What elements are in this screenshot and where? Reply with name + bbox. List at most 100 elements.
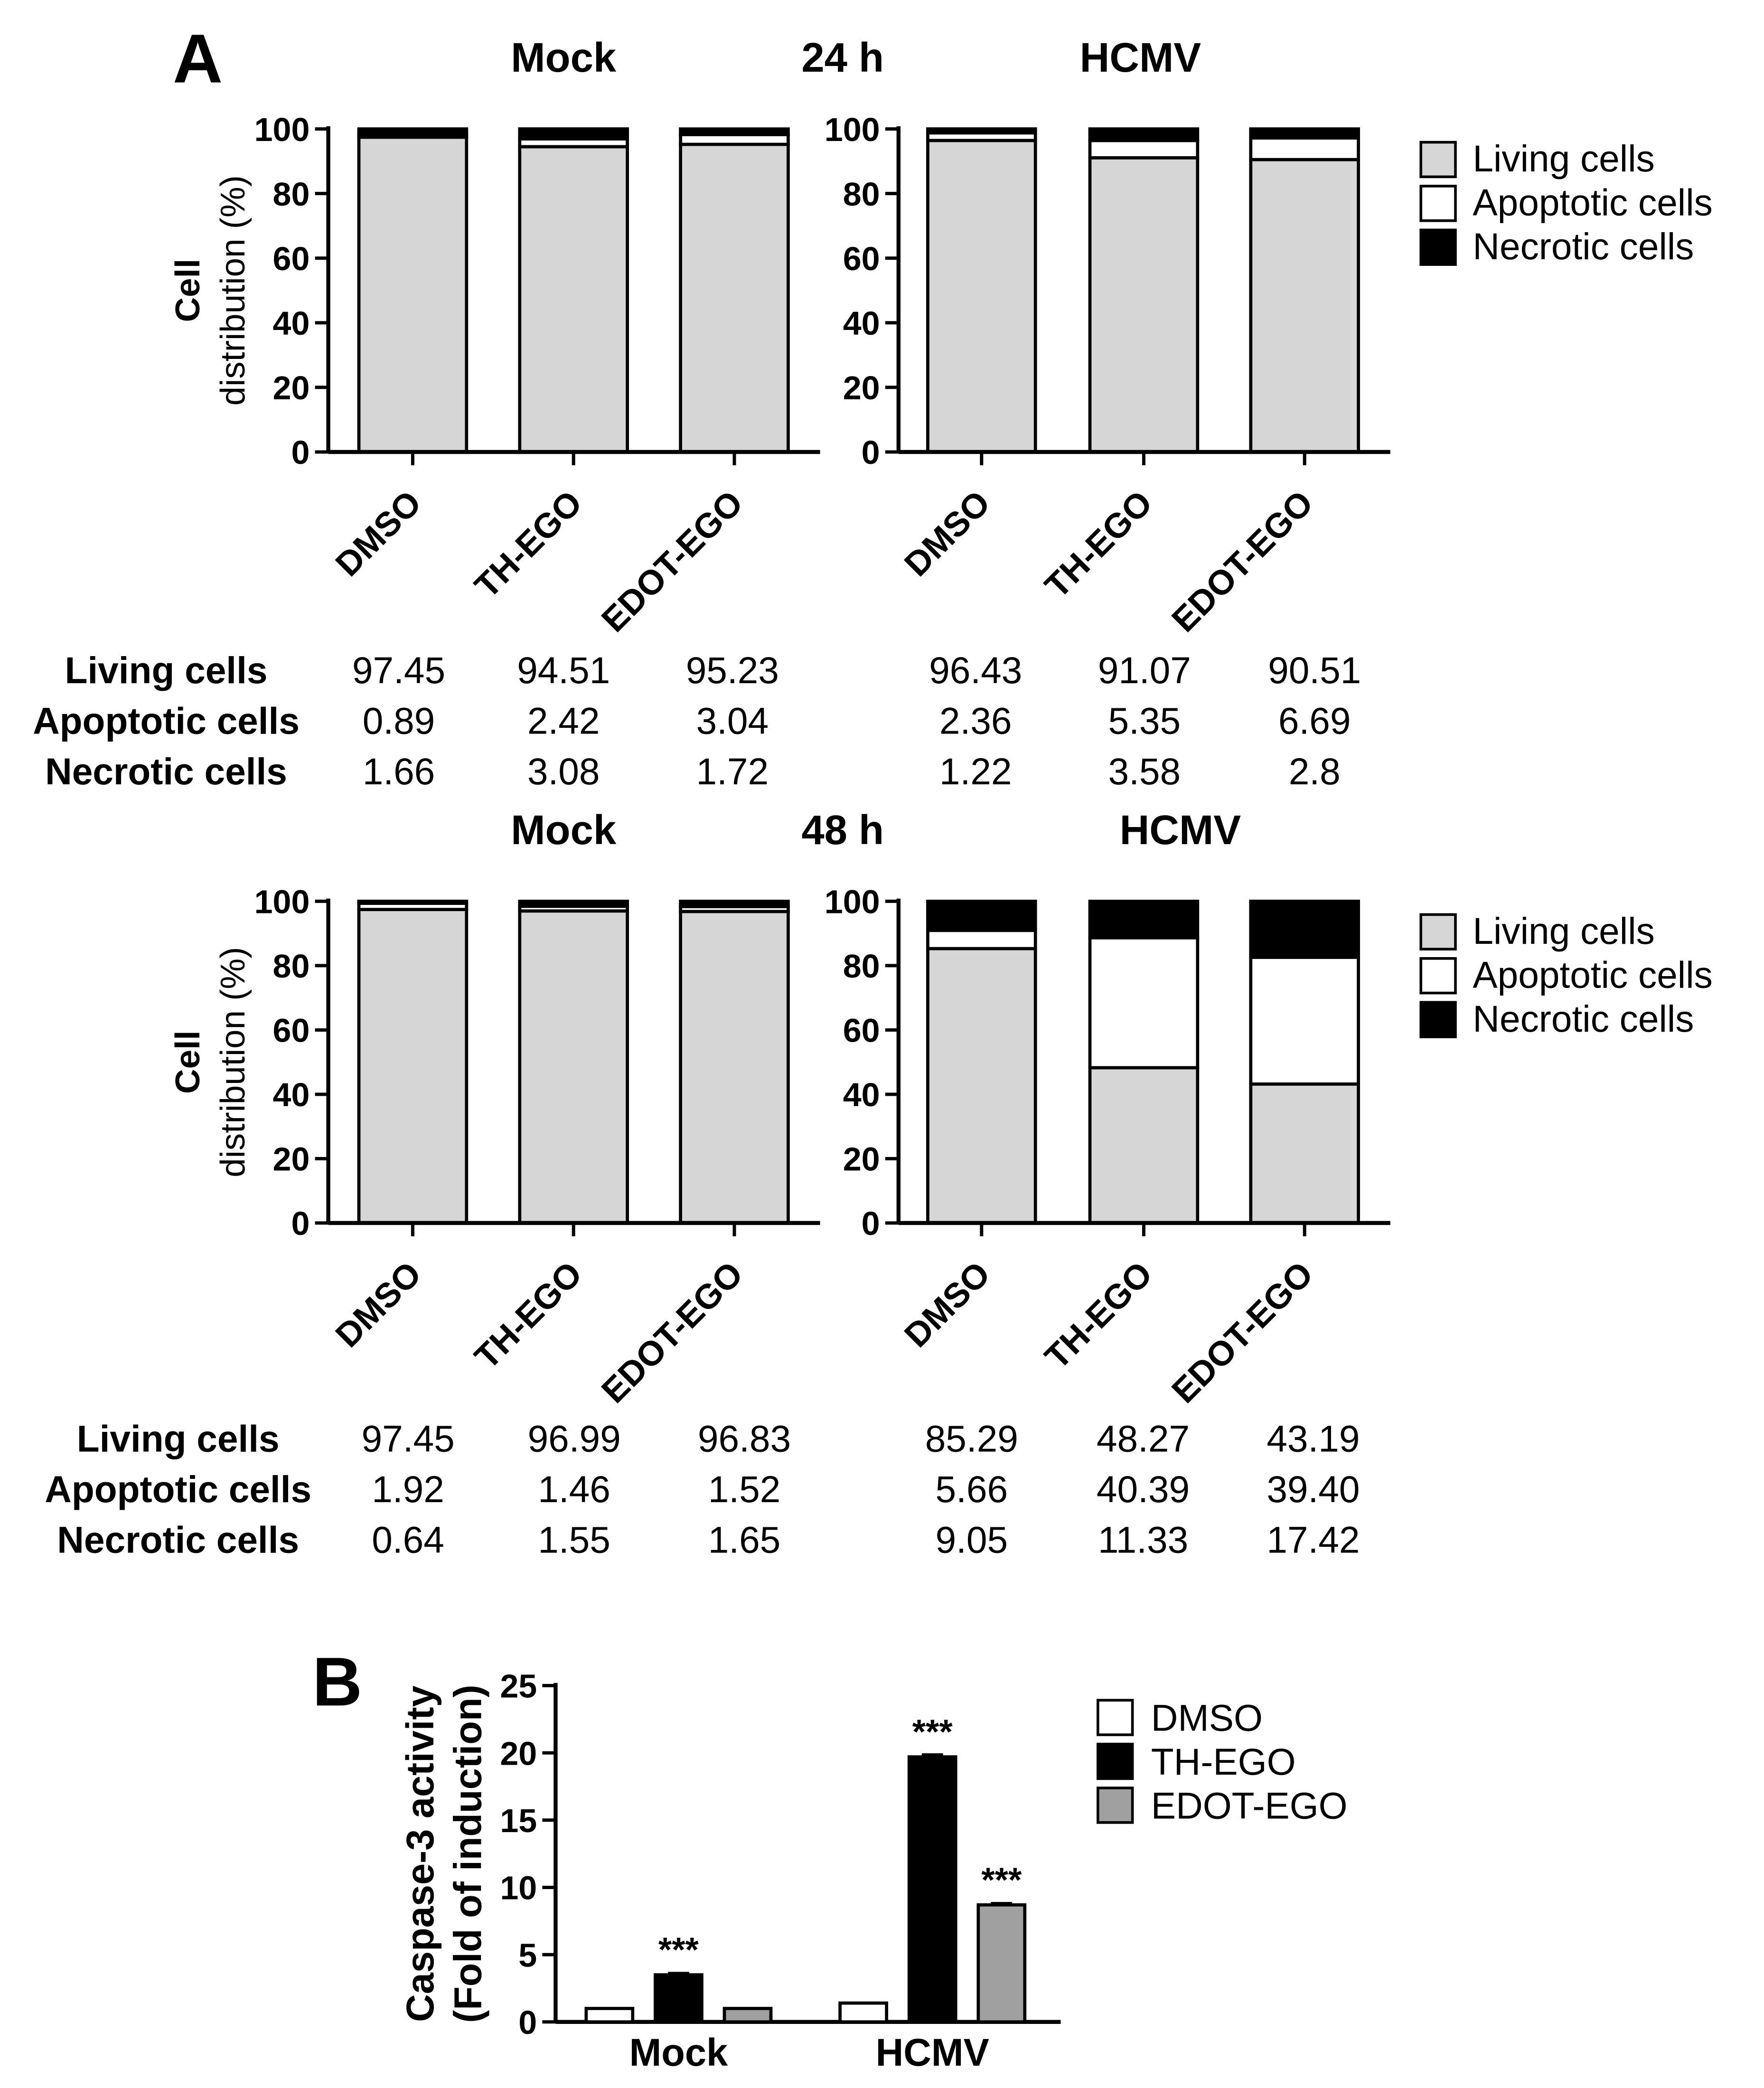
bar-th-ego-necrotic-cells <box>1088 127 1200 142</box>
x-tick-label: DMSO <box>897 1254 998 1355</box>
table-value: 0.89 <box>363 700 435 742</box>
y-tick-label: 60 <box>843 1012 880 1049</box>
legend-swatch-living-cells <box>1419 141 1457 179</box>
legend-label: Apoptotic cells <box>1473 182 1712 224</box>
table-value: 1.52 <box>708 1468 781 1510</box>
y-tick-label: 0 <box>291 434 310 471</box>
table-row-label-necrotic-cells: Necrotic cells <box>45 751 287 792</box>
panel-a-label: A <box>173 20 223 97</box>
table-value: 1.92 <box>372 1468 444 1510</box>
bar-edot-ego-apoptotic-cells <box>1249 136 1360 161</box>
legend-swatch-edot-ego <box>1096 1787 1134 1824</box>
x-tick-label: DMSO <box>328 1254 429 1355</box>
bar-th-ego-living-cells <box>518 145 629 454</box>
bar-th-ego-necrotic-cells <box>518 900 629 908</box>
y-axis-label-line2: (Fold of induction) <box>447 1684 490 2022</box>
x-tick-label: TH-EGO <box>1038 483 1160 605</box>
table-value: 95.23 <box>686 649 779 691</box>
table-value: 1.65 <box>708 1519 781 1561</box>
legend-swatch-apoptotic-cells <box>1419 185 1457 222</box>
table-value: 2.36 <box>939 700 1012 742</box>
chart-title: HCMV <box>1080 35 1201 81</box>
legend-label: Apoptotic cells <box>1473 954 1712 996</box>
y-tick-label: 15 <box>500 1802 537 1839</box>
y-tick-label: 40 <box>273 305 310 342</box>
bar-hcmv-edot-ego <box>976 1903 1027 2024</box>
bar-th-ego-apoptotic-cells <box>1088 936 1200 1070</box>
x-tick-label: EDOT-EGO <box>1164 483 1321 640</box>
table-value: 0.64 <box>372 1519 444 1561</box>
chart-title: Mock <box>511 807 617 853</box>
y-tick-label: 100 <box>825 884 880 921</box>
legend-label: EDOT-EGO <box>1151 1785 1348 1826</box>
x-tick-label: EDOT-EGO <box>594 483 751 640</box>
x-tick-label: TH-EGO <box>1038 1254 1160 1376</box>
y-tick-label: 0 <box>862 1205 880 1242</box>
x-tick-label: DMSO <box>897 483 998 584</box>
y-tick-label: 5 <box>518 1937 537 1974</box>
legend-label: TH-EGO <box>1151 1741 1296 1783</box>
table-value: 17.42 <box>1267 1519 1360 1561</box>
y-tick-label: 0 <box>518 2004 537 2041</box>
table-value: 1.22 <box>939 751 1012 792</box>
y-tick-label: 80 <box>843 948 880 985</box>
x-category-label: HCMV <box>876 2032 989 2074</box>
y-tick-label: 100 <box>254 111 310 148</box>
table-value: 9.05 <box>936 1519 1008 1561</box>
y-tick-label: 100 <box>254 884 310 921</box>
bar-dmso-necrotic-cells <box>926 900 1037 932</box>
y-tick-label: 10 <box>500 1870 537 1907</box>
y-tick-label: 0 <box>862 434 880 471</box>
bar-edot-ego-apoptotic-cells <box>1249 956 1360 1086</box>
legend-swatch-dmso <box>1096 1699 1134 1736</box>
y-tick-label: 20 <box>273 369 310 406</box>
table-value: 97.45 <box>362 1418 455 1460</box>
table-value: 39.40 <box>1267 1468 1360 1510</box>
table-value: 94.51 <box>517 649 610 691</box>
bar-edot-ego-necrotic-cells <box>1249 127 1360 140</box>
table-value: 1.66 <box>363 751 435 792</box>
table-value: 96.99 <box>528 1418 621 1460</box>
bar-edot-ego-living-cells <box>1249 1082 1360 1225</box>
x-tick-label: TH-EGO <box>468 483 590 605</box>
table-value: 85.29 <box>925 1418 1018 1460</box>
table-value: 91.07 <box>1098 649 1191 691</box>
table-value: 1.55 <box>538 1519 610 1561</box>
bar-edot-ego-necrotic-cells <box>679 900 790 908</box>
table-value: 3.04 <box>696 700 769 742</box>
y-tick-label: 20 <box>843 369 880 406</box>
table-value: 96.43 <box>929 649 1022 691</box>
table-value: 11.33 <box>1098 1519 1188 1561</box>
x-tick-label: DMSO <box>328 483 429 584</box>
y-tick-label: 40 <box>273 1076 310 1113</box>
legend-swatch-necrotic-cells <box>1419 228 1457 266</box>
bar-hcmv-th-ego <box>907 1755 957 2024</box>
bar-hcmv-dmso <box>838 2001 888 2024</box>
bar-mock-edot-ego <box>722 2007 773 2024</box>
y-tick-label: 80 <box>273 948 310 985</box>
legend-swatch-th-ego <box>1096 1742 1134 1780</box>
y-tick-label: 25 <box>500 1668 537 1705</box>
y-axis-label-line1: Cell <box>169 1030 207 1093</box>
y-axis-label-line2: distribution (%) <box>214 947 252 1177</box>
chart-title: HCMV <box>1120 807 1241 853</box>
significance-marker: *** <box>912 1713 953 1751</box>
bar-dmso-living-cells <box>357 908 469 1225</box>
y-tick-label: 20 <box>843 1141 880 1178</box>
x-tick-label: EDOT-EGO <box>594 1254 751 1411</box>
bar-edot-ego-necrotic-cells <box>679 127 790 136</box>
bar-dmso-living-cells <box>357 135 469 454</box>
bar-dmso-living-cells <box>926 139 1037 454</box>
x-tick-label: EDOT-EGO <box>1164 1254 1321 1411</box>
table-value: 97.45 <box>352 649 445 691</box>
legend-label: Living cells <box>1473 138 1654 179</box>
bar-edot-ego-living-cells <box>679 142 790 454</box>
table-value: 43.19 <box>1267 1418 1360 1460</box>
chart-title: Mock <box>511 35 617 81</box>
x-category-label: Mock <box>629 2032 728 2074</box>
bar-th-ego-necrotic-cells <box>518 127 629 141</box>
significance-marker: *** <box>981 1861 1022 1899</box>
bar-edot-ego-necrotic-cells <box>1249 899 1360 959</box>
